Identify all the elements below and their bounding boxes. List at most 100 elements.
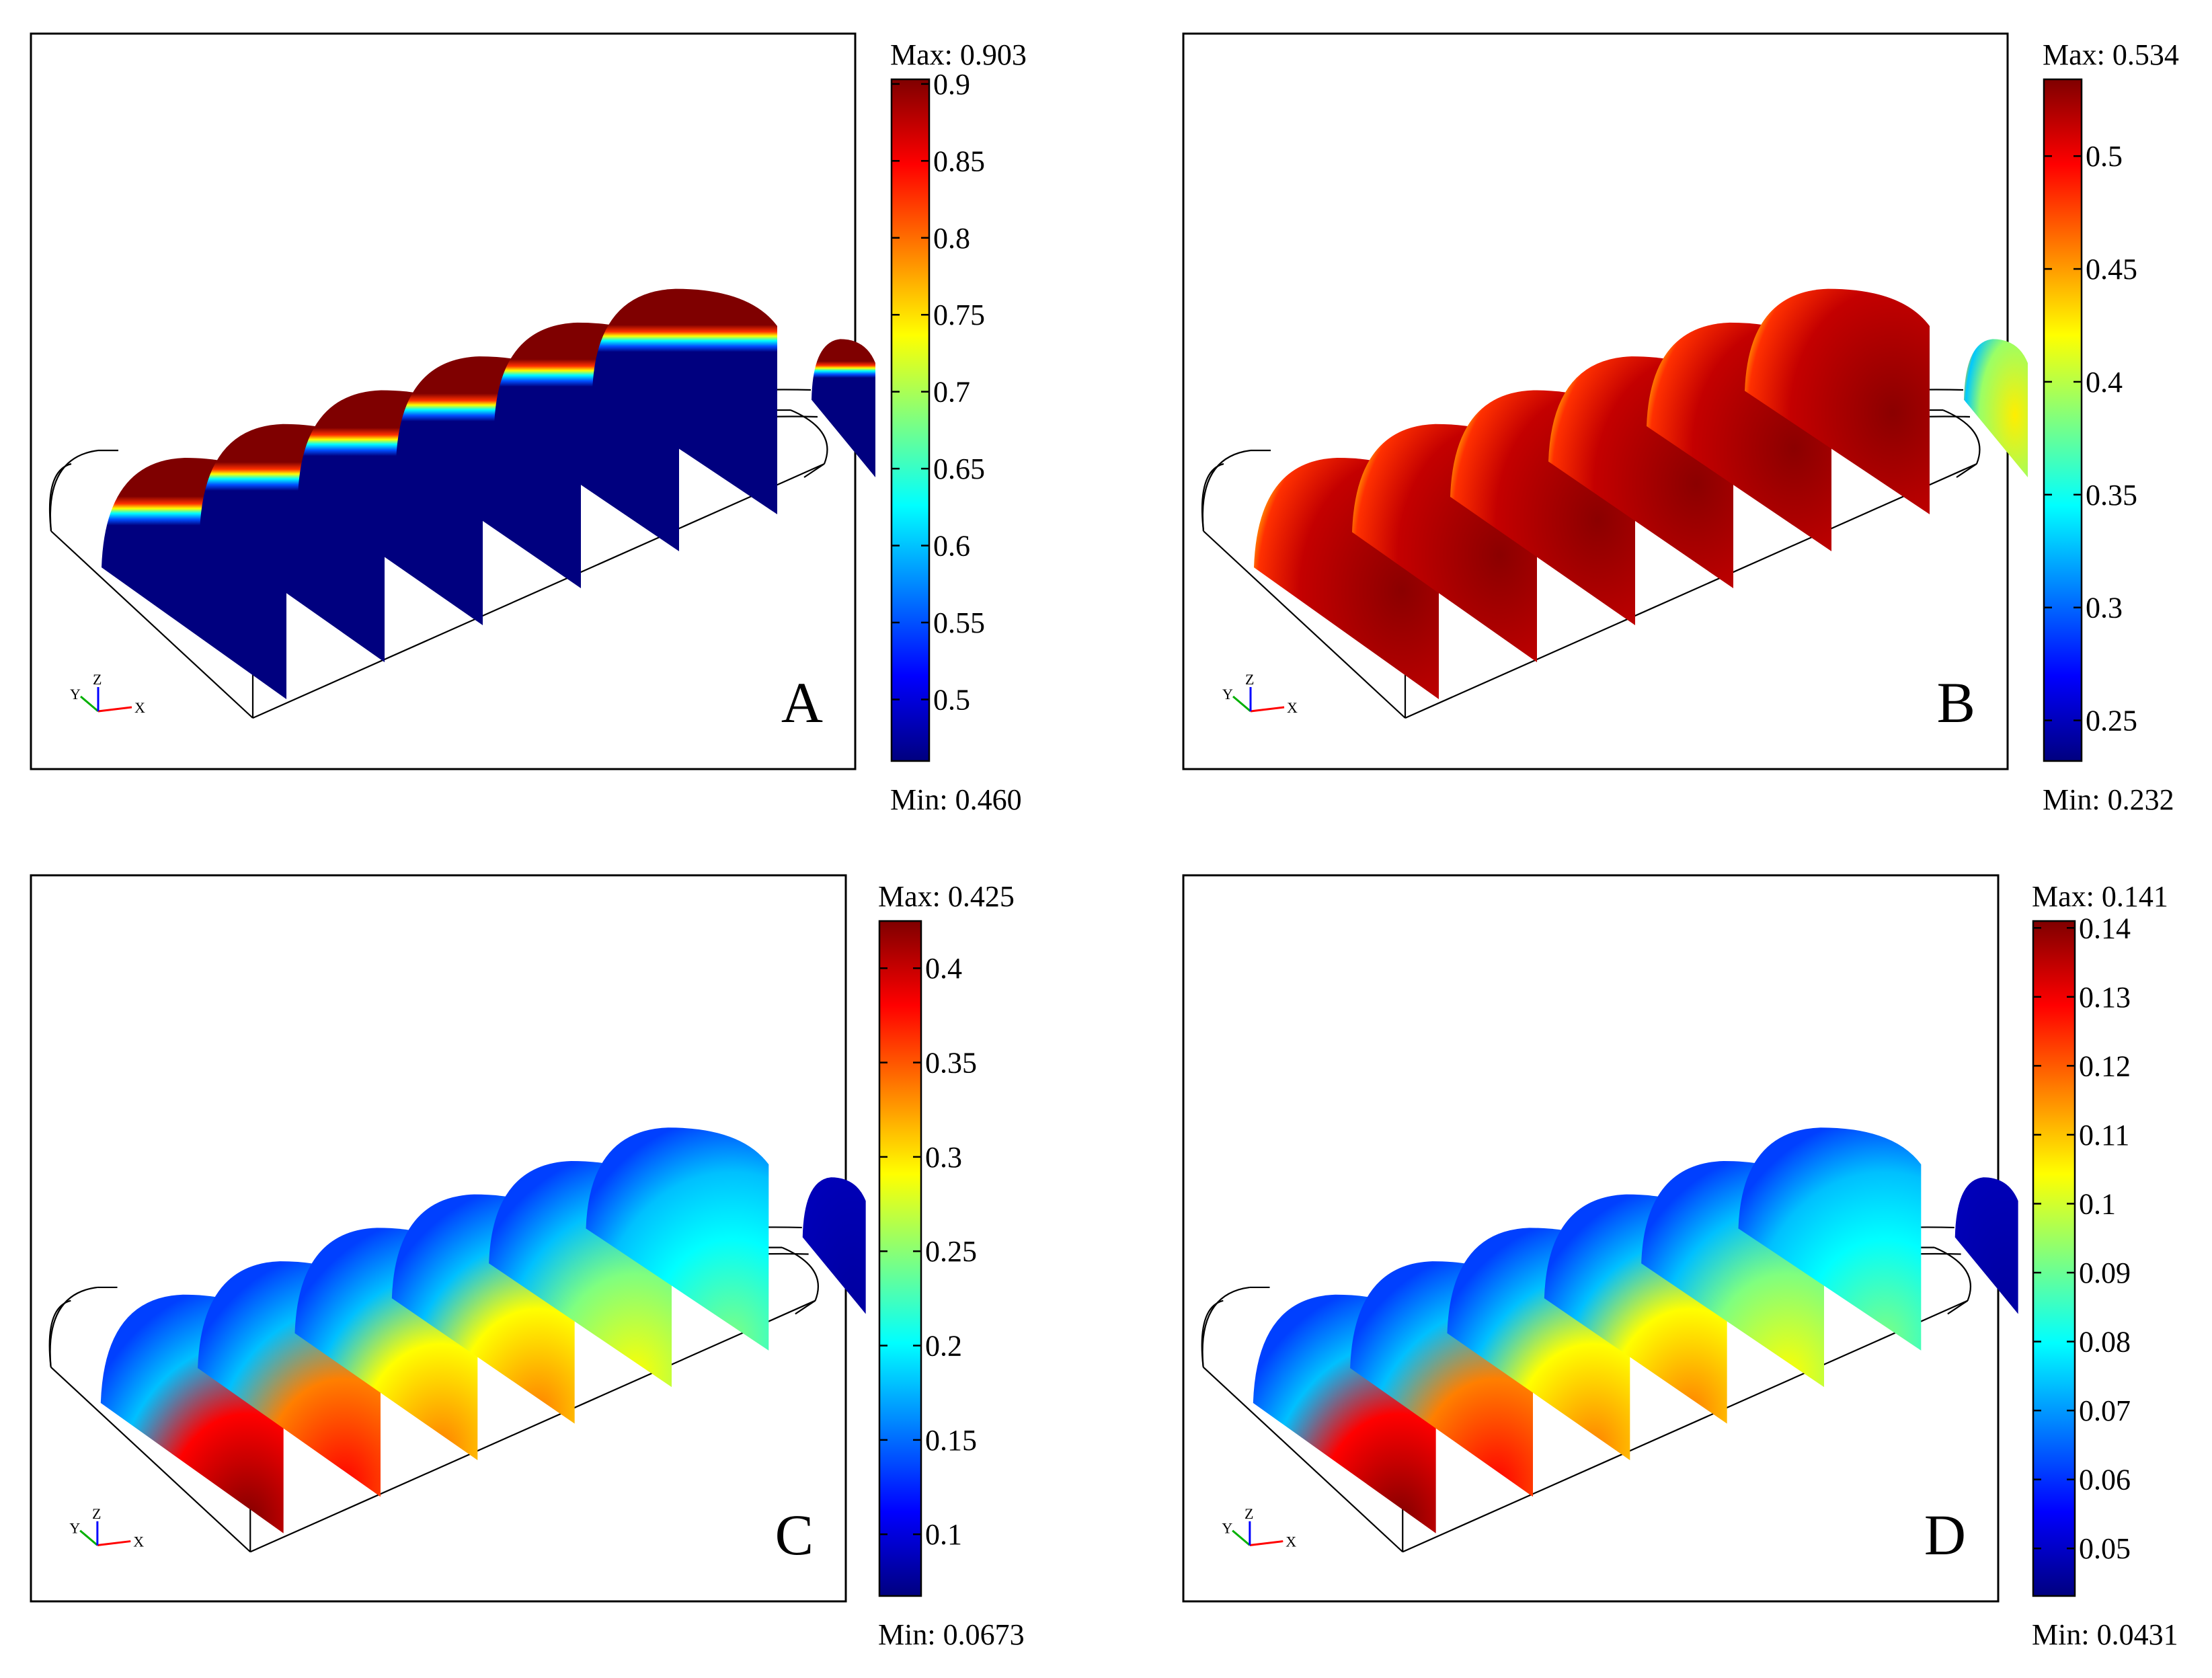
wireframe-edge <box>1934 1246 1971 1302</box>
wireframe-edge <box>1402 1300 1968 1553</box>
axis-y-label: Y <box>70 686 81 703</box>
panel-letter: D <box>1924 1503 1966 1567</box>
axis-x-label: X <box>134 699 145 716</box>
colorbar-min-label: Min: 0.0673 <box>878 1618 1025 1651</box>
axis-triad <box>79 1521 131 1546</box>
colorbar-max-label: Max: 0.534 <box>2043 38 2179 71</box>
panel-letter: C <box>775 1503 814 1567</box>
axis-x-line <box>97 706 132 713</box>
slice-group <box>102 288 875 699</box>
axis-y-line <box>79 1529 98 1546</box>
colorbar-tick-label: 0.6 <box>933 530 970 563</box>
colorbar-tick-label: 0.1 <box>2079 1187 2116 1220</box>
wireframe-edge <box>1942 409 1981 465</box>
axis-x-label: X <box>1287 699 1298 716</box>
colorbar-tick-label: 0.75 <box>933 298 985 331</box>
axis-x-line <box>97 1540 131 1546</box>
axis-z-label: Z <box>92 1505 101 1522</box>
colorbar-tick-label: 0.7 <box>933 376 970 409</box>
wireframe-edge <box>1202 1366 1403 1553</box>
wireframe-edge <box>1956 463 1977 478</box>
wireframe-edge <box>1201 463 1224 532</box>
colorbar <box>2032 920 2076 1597</box>
colorbar-max-label: Max: 0.141 <box>2032 880 2168 913</box>
colorbar-tick-label: 0.3 <box>925 1141 962 1174</box>
panel-letter: A <box>781 670 823 735</box>
colorbar-tick-label: 0.8 <box>933 222 970 255</box>
colorbar-tick-label: 0.4 <box>925 952 962 985</box>
wireframe-edge <box>50 530 253 719</box>
slice-group <box>100 1127 866 1533</box>
wireframe-edge <box>48 463 72 532</box>
axis-x-line <box>1250 706 1285 713</box>
colorbar-tick-label: 0.08 <box>2079 1326 2131 1359</box>
axis-triad <box>1232 687 1285 713</box>
colorbar-tick-label: 0.5 <box>2086 140 2123 173</box>
panel-a: X YZ A Max: 0.903 Min: 0.460 0.9 0.85 0.8 0.75 0.… <box>30 32 1027 816</box>
wireframe-edge <box>803 463 825 478</box>
wireframe-edge <box>1405 463 1977 719</box>
axis-x-label: X <box>133 1533 144 1550</box>
colorbar <box>2043 78 2083 762</box>
wireframe-edge <box>48 1300 71 1367</box>
solution-slice <box>802 1177 866 1314</box>
axis-y-label: Y <box>1222 1520 1232 1537</box>
colorbar-tick-label: 0.9 <box>933 68 970 101</box>
colorbar-tick-label: 0.25 <box>2086 705 2137 737</box>
solution-slice <box>592 288 777 514</box>
axis-triad <box>1232 1521 1283 1546</box>
axis-y-label: Y <box>1222 686 1233 703</box>
colorbar-tick-label: 0.13 <box>2079 981 2131 1014</box>
axis-z-label: Z <box>1245 1505 1253 1522</box>
colorbar-tick-label: 0.06 <box>2079 1464 2131 1496</box>
axis-y-line <box>1232 695 1251 713</box>
wireframe-edge <box>252 463 825 719</box>
solution-slice <box>1738 1127 1922 1351</box>
colorbar-tick-label: 0.85 <box>933 145 985 177</box>
solution-slice <box>1964 339 2028 477</box>
solution-slice <box>812 339 875 477</box>
slice-group <box>1253 1127 2018 1533</box>
colorbar-tick-label: 0.35 <box>2086 479 2137 512</box>
colorbar-tick-label: 0.11 <box>2079 1119 2129 1152</box>
wireframe-edge <box>795 1300 816 1315</box>
axis-z-label: Z <box>93 671 102 688</box>
colorbar <box>890 78 931 762</box>
colorbar-tick-label: 0.35 <box>925 1047 977 1080</box>
axis-y-line <box>80 695 99 713</box>
colorbar-tick-label: 0.09 <box>2079 1256 2131 1289</box>
colorbar-tick-label: 0.2 <box>925 1330 962 1363</box>
colorbar-tick-label: 0.07 <box>2079 1394 2131 1427</box>
colorbar-min-label: Min: 0.460 <box>890 783 1022 816</box>
wireframe-edge <box>1201 1300 1224 1367</box>
colorbar-tick-label: 0.25 <box>925 1235 977 1268</box>
solution-slice <box>1745 288 1930 514</box>
panel-b: X YZ B Max: 0.534 Min: 0.232 0.5 0.45 0.4 0.35 0.… <box>1182 32 2179 816</box>
wireframe-edge <box>1947 1300 1969 1315</box>
wireframe-edge <box>50 1366 251 1553</box>
colorbar-tick-label: 0.5 <box>933 683 970 716</box>
colorbar-tick-label: 0.15 <box>925 1424 977 1457</box>
slice-group <box>1254 288 2028 699</box>
colorbar-tick-label: 0.3 <box>2086 592 2123 625</box>
solution-slice <box>586 1127 769 1351</box>
colorbar-tick-label: 0.12 <box>2079 1049 2131 1082</box>
colorbar-tick-label: 0.45 <box>2086 253 2137 286</box>
axis-x-label: X <box>1286 1533 1296 1550</box>
colorbar-tick-label: 0.55 <box>933 606 985 639</box>
wireframe-edge <box>790 409 828 465</box>
axis-x-line <box>1249 1540 1283 1546</box>
panel-letter: B <box>1937 670 1975 735</box>
axis-triad <box>80 687 132 713</box>
panel-c: X YZ C Max: 0.425 Min: 0.0673 0.4 0.35 0.3 0.25 0… <box>30 874 1025 1651</box>
wireframe-edge <box>781 1246 819 1302</box>
colorbar-max-label: Max: 0.903 <box>890 38 1027 71</box>
axis-y-line <box>1232 1529 1251 1546</box>
colorbar-min-label: Min: 0.232 <box>2043 783 2174 816</box>
colorbar-tick-label: 0.05 <box>2079 1532 2131 1565</box>
axis-z-label: Z <box>1245 671 1254 688</box>
axis-y-label: Y <box>69 1520 80 1537</box>
colorbar-min-label: Min: 0.0431 <box>2032 1618 2178 1651</box>
colorbar-tick-label: 0.1 <box>925 1518 962 1551</box>
